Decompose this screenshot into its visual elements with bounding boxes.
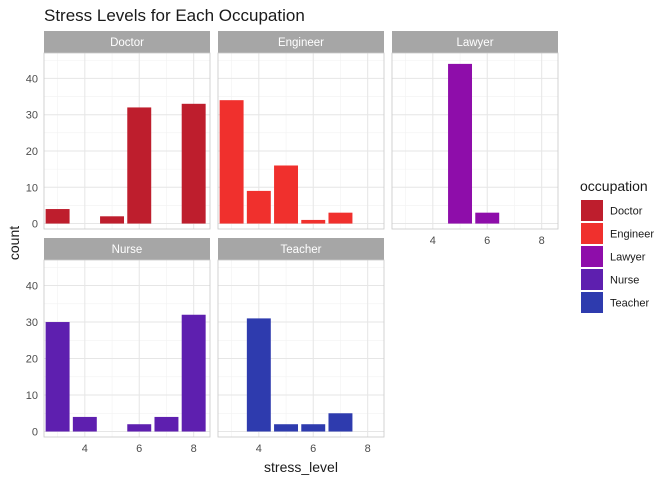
legend-key-nurse <box>581 269 603 290</box>
x-tick-label: 6 <box>136 443 142 455</box>
legend-label: Lawyer <box>610 252 646 264</box>
y-tick-label: 40 <box>26 281 38 293</box>
bar-nurse-7 <box>154 416 179 432</box>
panel-border <box>217 52 385 230</box>
panel-engineer: Engineer <box>217 31 385 230</box>
legend-label: Nurse <box>610 275 639 287</box>
legend-label: Engineer <box>610 229 654 241</box>
facet-strip <box>218 31 384 53</box>
bar-teacher-6 <box>301 424 326 432</box>
bar-doctor-8 <box>181 103 206 224</box>
bar-nurse-6 <box>127 424 152 432</box>
legend-key-lawyer <box>581 246 603 267</box>
bar-teacher-7 <box>328 413 353 432</box>
y-tick-label: 40 <box>26 73 38 85</box>
facet-strip <box>44 31 210 53</box>
bar-engineer-3 <box>219 100 244 224</box>
bar-lawyer-6 <box>475 212 500 224</box>
bar-nurse-3 <box>45 322 70 432</box>
bar-doctor-5 <box>100 216 125 224</box>
legend-label: Doctor <box>610 206 643 218</box>
x-tick-label: 6 <box>310 443 316 455</box>
bar-teacher-5 <box>274 424 299 432</box>
x-axis-title: stress_level <box>264 459 338 475</box>
x-tick-label: 4 <box>430 235 436 247</box>
y-tick-label: 30 <box>26 317 38 329</box>
x-tick-label: 6 <box>484 235 490 247</box>
panel-doctor: Doctor 0 10 20 30 40 <box>26 31 211 231</box>
y-tick-label: 10 <box>26 390 38 402</box>
facet-strip <box>218 238 384 260</box>
legend-title: occupation <box>580 178 648 194</box>
x-tick-label: 4 <box>256 443 262 455</box>
y-axis-title: count <box>6 226 22 260</box>
facet-strip <box>392 31 558 53</box>
facet-panels: Doctor 0 10 20 30 40 Engineer Lawyer 4 6 8 Nurse 0 10… <box>26 31 559 455</box>
bar-engineer-5 <box>274 165 299 224</box>
facet-strip-label: Engineer <box>278 37 324 49</box>
panel-lawyer: Lawyer 4 6 8 <box>391 31 559 247</box>
panel-border <box>43 52 211 230</box>
y-tick-label: 20 <box>26 354 38 366</box>
bar-lawyer-5 <box>448 63 473 224</box>
bar-nurse-8 <box>181 314 206 432</box>
legend-key-engineer <box>581 223 603 244</box>
legend-key-doctor <box>581 200 603 221</box>
facet-strip <box>44 238 210 260</box>
bar-engineer-4 <box>246 190 271 224</box>
facet-strip-label: Doctor <box>110 37 144 49</box>
bar-engineer-7 <box>328 212 353 224</box>
bar-teacher-4 <box>246 318 271 432</box>
facet-strip-label: Nurse <box>112 244 143 256</box>
y-tick-label: 10 <box>26 182 38 194</box>
panel-border <box>217 259 385 438</box>
y-tick-label: 0 <box>32 427 38 439</box>
legend-key-teacher <box>581 292 603 313</box>
x-tick-label: 8 <box>539 235 545 247</box>
panel-border <box>43 259 211 438</box>
bar-nurse-4 <box>72 416 97 432</box>
y-tick-label: 20 <box>26 146 38 158</box>
x-tick-label: 8 <box>365 443 371 455</box>
chart-title: Stress Levels for Each Occupation <box>44 6 305 25</box>
bar-doctor-6 <box>127 107 152 224</box>
bar-doctor-3 <box>45 209 70 224</box>
x-tick-label: 8 <box>191 443 197 455</box>
legend: occupation Doctor Engineer Lawyer Nurse Teac… <box>580 178 654 313</box>
y-tick-label: 30 <box>26 110 38 122</box>
x-tick-label: 4 <box>82 443 88 455</box>
y-tick-label: 0 <box>32 219 38 231</box>
facet-strip-label: Teacher <box>281 244 322 256</box>
legend-label: Teacher <box>610 298 649 310</box>
bar-engineer-6 <box>301 219 326 224</box>
facet-strip-label: Lawyer <box>456 37 493 49</box>
panel-teacher: Teacher 4 6 8 <box>217 238 385 455</box>
panel-border <box>391 52 559 230</box>
panel-nurse: Nurse 0 10 20 30 40 4 6 8 <box>26 238 211 455</box>
